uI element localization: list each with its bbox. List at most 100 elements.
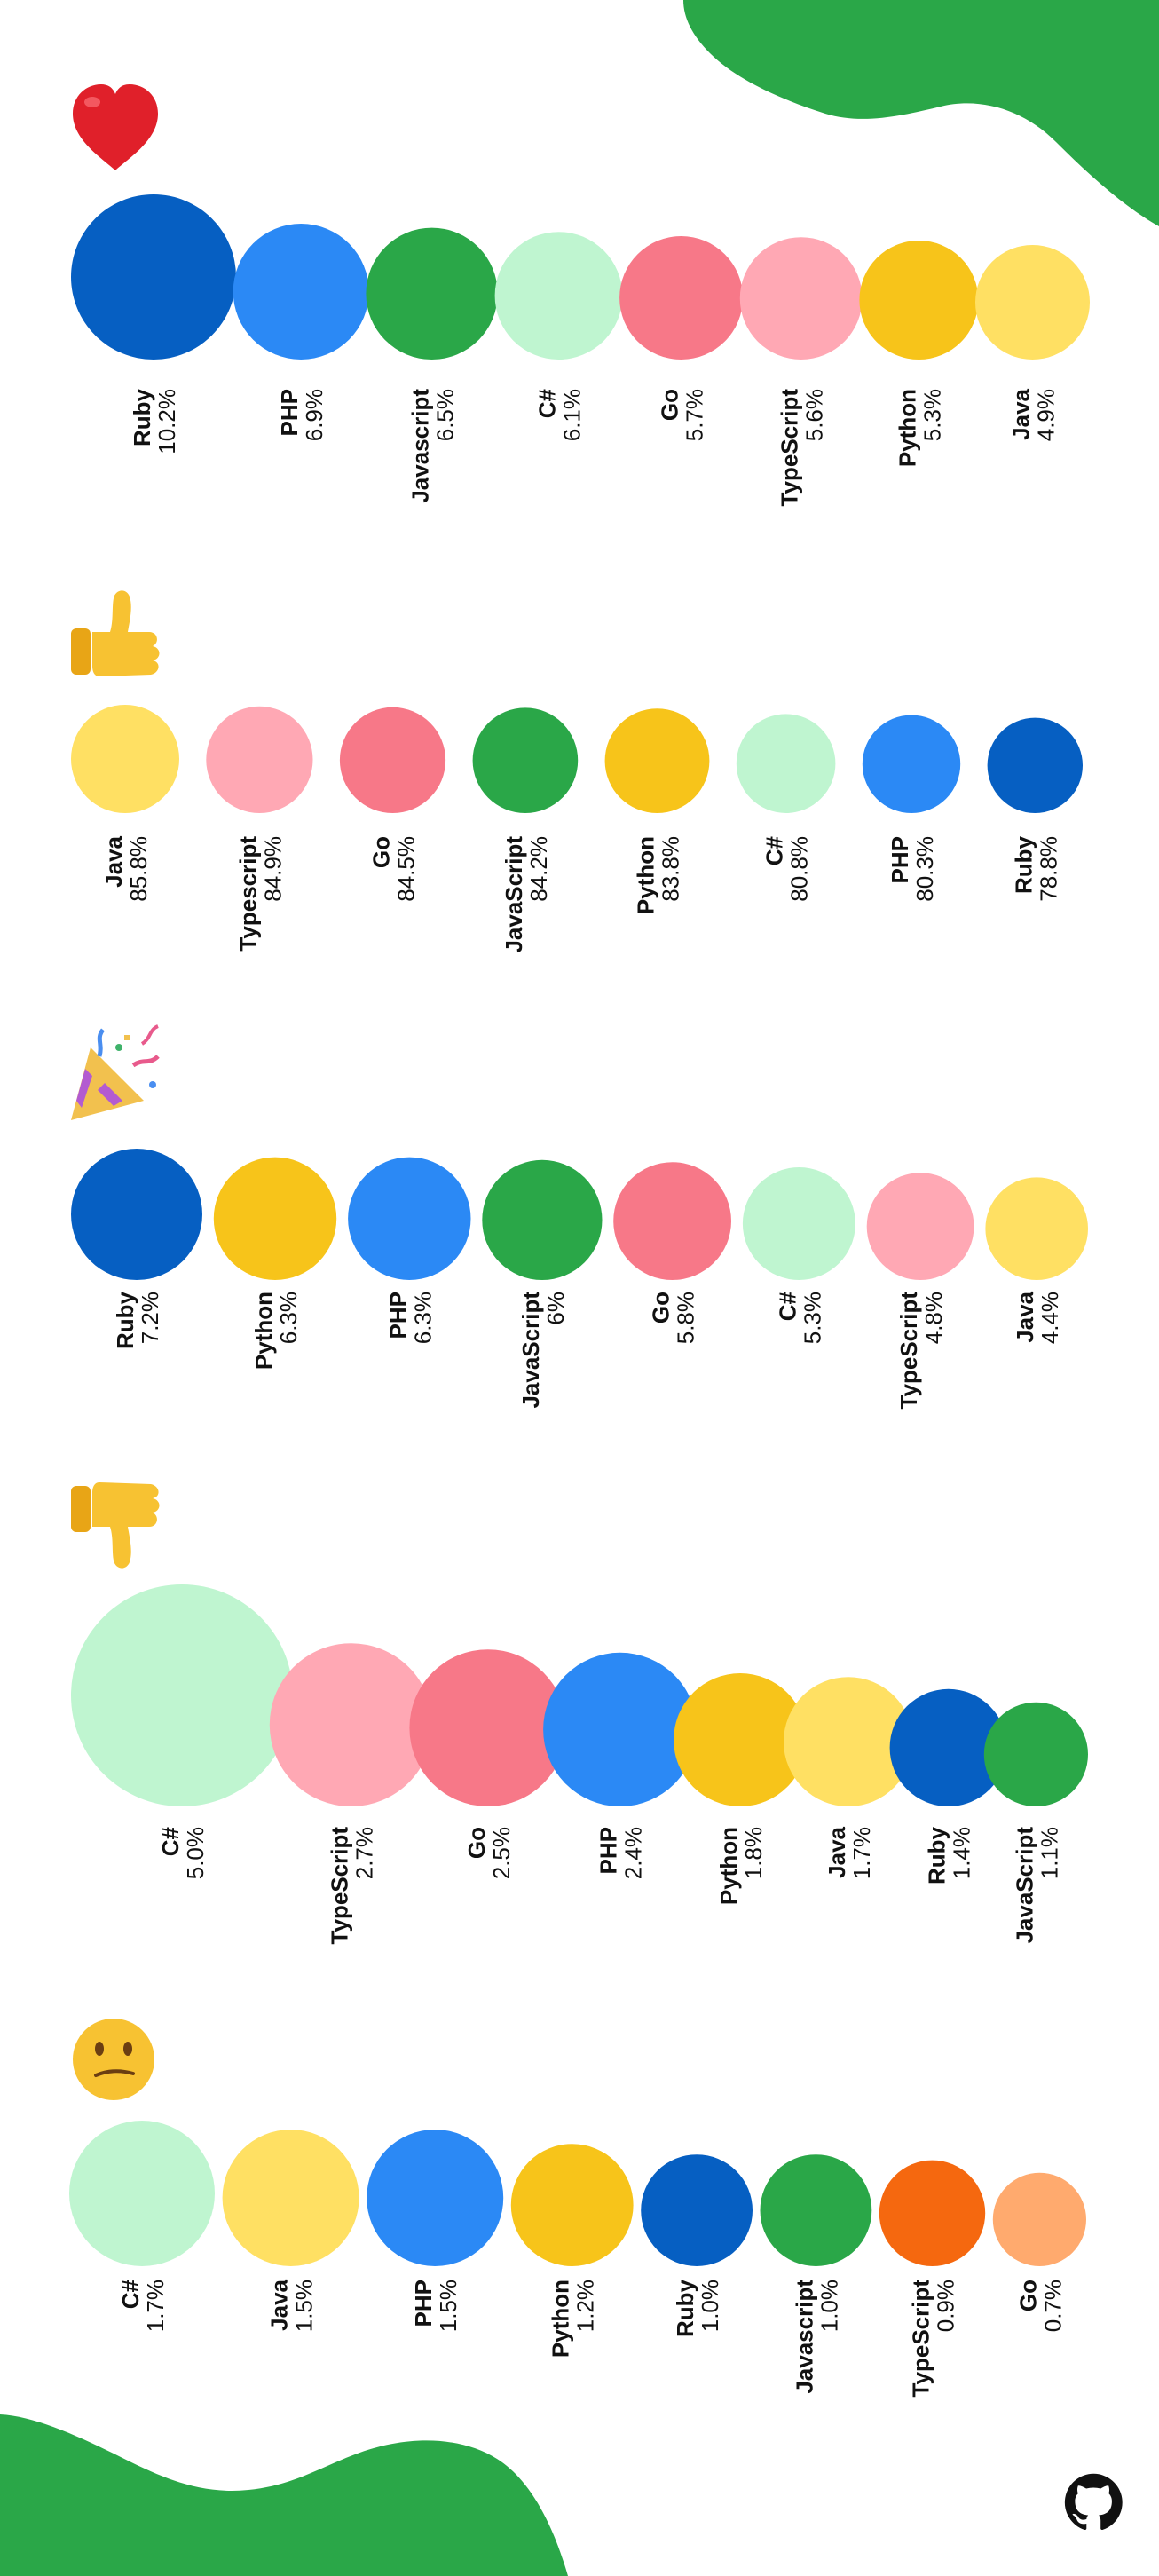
language-percentage: 2.4% (620, 1827, 647, 1879)
bubble-4-6 (879, 2160, 986, 2266)
bubble-label-3-0: C#5.0% (157, 1826, 209, 1879)
language-name: TypeScript (908, 2280, 934, 2398)
language-name: Go (648, 1292, 674, 1324)
language-name: PHP (410, 2280, 437, 2327)
language-percentage: 6.3% (409, 1292, 436, 1344)
bubble-0-6 (859, 241, 979, 360)
bubble-0-1 (233, 224, 369, 360)
github-icon[interactable] (1064, 2473, 1123, 2531)
bubble-3-3 (543, 1652, 698, 1806)
language-name: PHP (384, 1292, 411, 1339)
language-name: Ruby (1010, 835, 1037, 894)
language-percentage: 4.9% (1033, 389, 1060, 441)
bubble-2-1 (213, 1157, 337, 1281)
language-name: Java (1012, 1291, 1038, 1342)
bubble-1-7 (987, 717, 1084, 813)
language-percentage: 1.8% (740, 1827, 767, 1879)
language-name: C# (117, 2279, 144, 2309)
language-name: Go (657, 389, 683, 421)
bubble-1-4 (604, 708, 710, 813)
language-percentage: 4.8% (920, 1292, 947, 1344)
language-percentage: 6.1% (559, 389, 586, 441)
bubble-0-3 (494, 232, 623, 360)
language-percentage: 1.7% (142, 2280, 169, 2332)
language-percentage: 1.0% (697, 2280, 723, 2332)
language-name: C# (761, 835, 788, 865)
bubble-1-6 (862, 715, 961, 813)
bubble-3-0 (71, 1584, 293, 1806)
language-percentage: 1.5% (291, 2280, 318, 2332)
bubble-3-5 (784, 1677, 913, 1806)
language-percentage: 84.9% (259, 836, 286, 902)
language-percentage: 83.8% (658, 836, 684, 902)
language-percentage: 84.2% (525, 836, 552, 902)
language-percentage: 7.2% (137, 1292, 163, 1344)
language-percentage: 1.1% (1036, 1827, 1062, 1879)
thumbs-down-icon (71, 1482, 160, 1569)
language-percentage: 6% (542, 1292, 569, 1325)
bubble-3-1 (269, 1643, 433, 1806)
language-name: Java (824, 1826, 850, 1877)
language-percentage: 5.3% (919, 389, 945, 441)
language-percentage: 5.6% (801, 389, 828, 441)
language-name: Python (894, 389, 920, 467)
language-name: TypeScript (777, 389, 803, 507)
bubble-4-7 (992, 2172, 1086, 2266)
language-name: Java (100, 835, 127, 887)
language-name: Javascript (791, 2280, 817, 2394)
bubble-0-5 (739, 237, 863, 360)
bubble-4-5 (760, 2154, 872, 2267)
language-name: Ruby (112, 1291, 138, 1349)
language-percentage: 1.4% (949, 1827, 975, 1879)
bubble-4-1 (222, 2130, 359, 2266)
language-percentage: 5.8% (673, 1292, 699, 1344)
language-name: PHP (887, 836, 913, 883)
language-name: Python (548, 2280, 574, 2358)
bubble-4-2 (367, 2130, 504, 2266)
language-percentage: 5.7% (682, 389, 708, 441)
language-name: Go (1014, 2280, 1041, 2311)
bottom-left-blob (0, 2414, 568, 2576)
bubble-2-4 (613, 1162, 731, 1280)
language-name: Python (633, 836, 659, 914)
language-percentage: 6.5% (432, 389, 459, 441)
bubble-4-3 (510, 2144, 634, 2267)
language-name: Javascript (407, 389, 434, 503)
language-percentage: 0.7% (1039, 2280, 1066, 2332)
bubble-label-2-4: Go5.8% (648, 1292, 699, 1344)
bubble-label-2-5: C#5.3% (774, 1291, 825, 1344)
heart-icon (73, 84, 158, 170)
language-percentage: 6.3% (275, 1292, 302, 1344)
language-percentage: 10.2% (154, 389, 180, 454)
language-name: Java (1008, 388, 1035, 439)
party-popper-icon (71, 1024, 160, 1120)
confused-face-icon (73, 2019, 154, 2100)
language-percentage: 78.8% (1035, 836, 1061, 902)
language-percentage: 2.7% (351, 1827, 378, 1879)
language-percentage: 6.9% (301, 389, 327, 441)
bubble-4-0 (69, 2121, 215, 2266)
thumbs-up-icon (71, 590, 160, 676)
language-name: Ruby (924, 1826, 950, 1885)
bubble-2-5 (742, 1167, 855, 1280)
language-name: Python (715, 1827, 742, 1905)
